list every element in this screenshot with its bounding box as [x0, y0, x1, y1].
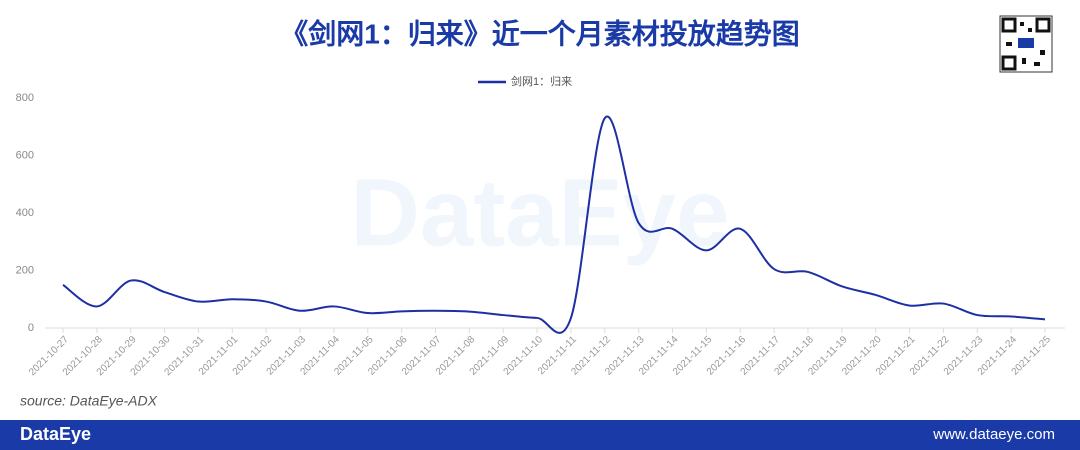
source-note: source: DataEye-ADX [20, 393, 158, 409]
y-tick-label: 0 [28, 322, 34, 334]
legend-label: 剑网1：归来 [511, 74, 572, 88]
y-tick-label: 400 [16, 207, 34, 219]
footer-brand: DataEye [20, 424, 91, 444]
footer-url: www.dataeye.com [932, 426, 1055, 443]
watermark: DataEye [351, 159, 730, 266]
y-tick-label: 800 [16, 92, 34, 104]
y-tick-label: 200 [16, 264, 34, 276]
y-tick-label: 600 [16, 149, 34, 161]
chart-title: 《剑网1：归来》近一个月素材投放趋势图 [280, 17, 800, 49]
series-line [62, 115, 1046, 334]
footer-bar [0, 420, 1080, 450]
qr-code [999, 15, 1053, 73]
